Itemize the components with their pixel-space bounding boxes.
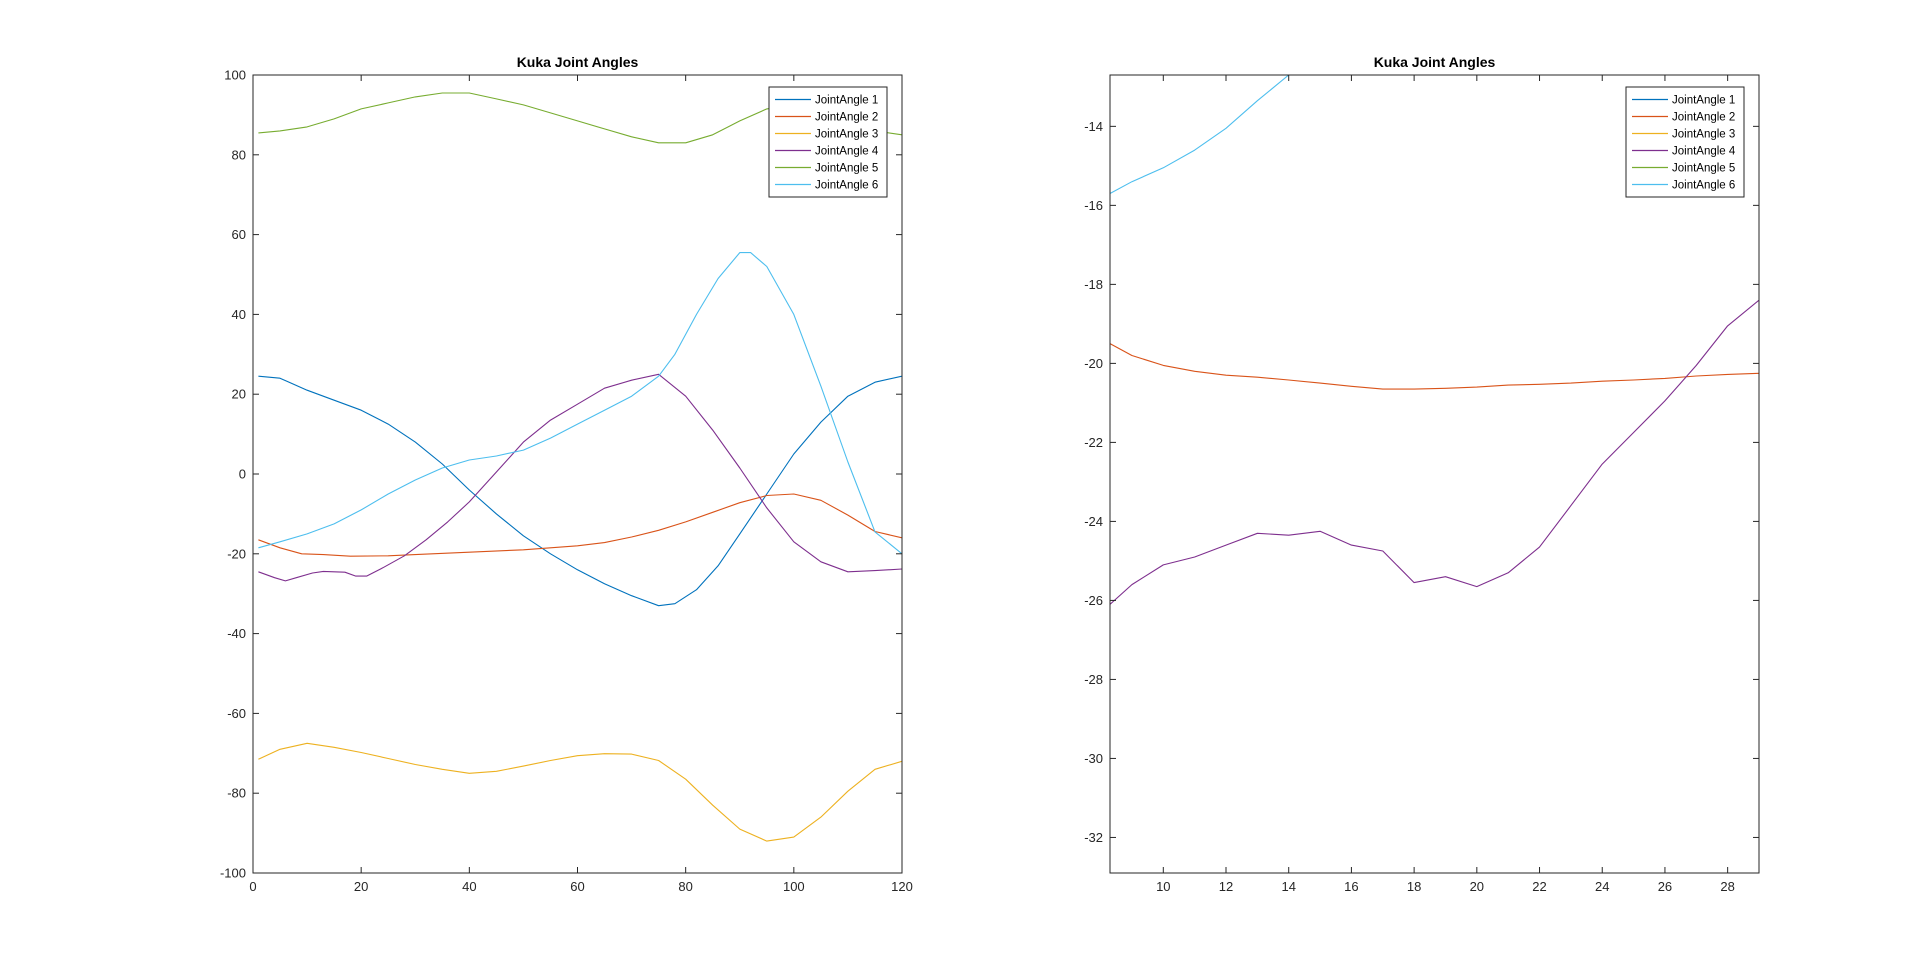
plot-area [253, 75, 902, 873]
y-tick-label: -26 [1084, 593, 1103, 608]
series-line-4 [258, 373, 902, 582]
series-line-4 [1110, 299, 1759, 605]
legend: JointAngle 1 JointAngle 2 JointAngle 3 Join… [768, 86, 888, 198]
x-tick-label: 16 [1344, 879, 1358, 894]
y-tick-label: -20 [227, 546, 246, 561]
y-tick-label: -14 [1084, 119, 1103, 134]
x-tick-label: 28 [1720, 879, 1734, 894]
plot-area [1110, 75, 1759, 873]
series-line-1 [258, 375, 902, 607]
y-tick-label: 0 [239, 467, 246, 482]
y-tick-label: 60 [232, 227, 246, 242]
y-tick-label: 20 [232, 387, 246, 402]
y-tick-label: -20 [1084, 356, 1103, 371]
chart-title: Kuka Joint Angles [517, 54, 639, 70]
series-line-6 [258, 252, 902, 555]
legend-label-3: JointAngle 3 [1672, 129, 1735, 141]
x-tick-label: 26 [1658, 879, 1672, 894]
legend-box [1625, 86, 1745, 198]
legend-label-5: JointAngle 5 [1672, 163, 1735, 175]
y-tick-label: -28 [1084, 672, 1103, 687]
x-tick-label: 12 [1219, 879, 1233, 894]
y-tick-label: -80 [227, 786, 246, 801]
x-tick-label: 80 [678, 879, 692, 894]
x-tick-label: 24 [1595, 879, 1609, 894]
x-tick-label: 20 [354, 879, 368, 894]
y-tick-label: 40 [232, 307, 246, 322]
x-tick-label: 120 [891, 879, 913, 894]
y-tick-label: -24 [1084, 514, 1103, 529]
x-tick-label: 18 [1407, 879, 1421, 894]
y-tick-label: -60 [227, 706, 246, 721]
legend-label-4: JointAngle 4 [815, 146, 879, 158]
x-tick-label: 22 [1532, 879, 1546, 894]
x-tick-label: 14 [1281, 879, 1295, 894]
legend-label-6: JointAngle 6 [815, 180, 878, 192]
y-tick-label: 80 [232, 147, 246, 162]
legend-label-4: JointAngle 4 [1672, 146, 1736, 158]
legend-label-2: JointAngle 2 [815, 112, 878, 124]
left-chart: 0 20 40 60 80 100 120 -100 -80 -60 -40 -20 0 20 40 60 80… [220, 54, 913, 894]
series-line-2 [1110, 343, 1759, 390]
chart-title: Kuka Joint Angles [1374, 54, 1496, 70]
series-line-3 [258, 742, 902, 842]
right-chart: 10 12 14 16 18 20 22 24 26 28 -32 -30 -28 -26 -24 -22 -2… [1084, 54, 1760, 894]
legend-box [768, 86, 888, 198]
x-tick-label: 10 [1156, 879, 1170, 894]
x-tick-label: 100 [783, 879, 805, 894]
y-tick-label: 100 [224, 68, 246, 83]
legend-label-6: JointAngle 6 [1672, 180, 1735, 192]
y-tick-label: -32 [1084, 830, 1103, 845]
x-tick-label: 20 [1470, 879, 1484, 894]
y-tick-label: -16 [1084, 198, 1103, 213]
legend-label-5: JointAngle 5 [815, 163, 878, 175]
y-tick-label: -100 [220, 866, 246, 881]
legend-label-2: JointAngle 2 [1672, 112, 1735, 124]
y-tick-label: -18 [1084, 277, 1103, 292]
y-tick-label: -30 [1084, 751, 1103, 766]
series-line-6 [1110, 75, 1290, 194]
y-tick-label: -40 [227, 626, 246, 641]
legend-label-1: JointAngle 1 [815, 95, 878, 107]
x-tick-label: 40 [462, 879, 476, 894]
axes-box [1109, 74, 1760, 874]
series-line-2 [258, 493, 902, 557]
legend-label-1: JointAngle 1 [1672, 95, 1735, 107]
legend: JointAngle 1 JointAngle 2 JointAngle 3 Join… [1625, 86, 1745, 198]
y-tick-label: -22 [1084, 435, 1103, 450]
x-tick-label: 60 [570, 879, 584, 894]
x-tick-label: 0 [249, 879, 256, 894]
legend-label-3: JointAngle 3 [815, 129, 878, 141]
